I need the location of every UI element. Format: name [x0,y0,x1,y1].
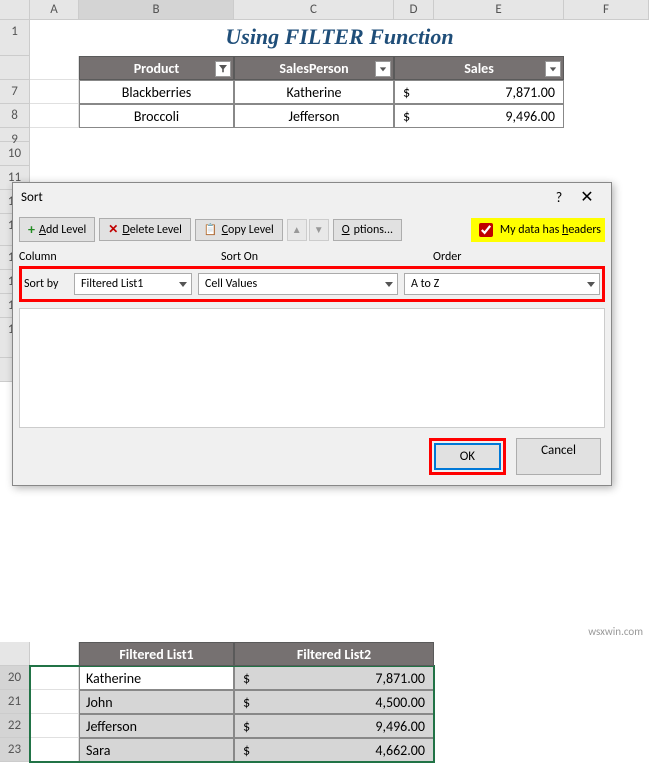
amount-value: 9,496.00 [375,715,425,737]
ok-highlight: OK [429,438,506,475]
table1-header-salesperson-label: SalesPerson [279,60,348,77]
row-header-23[interactable]: 23 [0,738,30,762]
table-cell[interactable]: $ 4,662.00 [234,738,434,762]
column-label: Column [19,250,217,264]
currency-symbol: $ [243,739,250,761]
plus-icon: + [28,221,35,238]
empty-cell [30,666,79,690]
corner-cell [0,0,30,19]
table-cell[interactable]: Jefferson [79,714,234,738]
delete-level-button[interactable]: ✕ Delete Level [99,218,191,241]
table-cell[interactable]: $ 4,500.00 [234,690,434,714]
move-down-button[interactable]: ▼ [309,219,329,241]
dropdown-icon[interactable] [375,61,391,77]
row-header-10[interactable]: 10 [0,142,30,166]
watermark: wsxwin.com [588,625,643,638]
x-icon: ✕ [108,222,118,237]
row-header-8[interactable]: 8 [0,104,30,128]
empty-cell [30,714,79,738]
row-header-blank[interactable] [0,56,30,80]
row-header-20[interactable]: 20 [0,666,30,690]
table-cell[interactable]: Broccoli [79,104,234,128]
headers-checkbox-label: My data has headers [500,223,601,237]
currency-symbol: $ [243,715,250,737]
empty-cell [30,80,79,104]
options-button[interactable]: Options... [333,219,402,241]
help-icon[interactable]: ? [547,189,571,206]
empty-cell [30,690,79,714]
currency-symbol: $ [243,667,250,689]
table-cell[interactable]: Sara [79,738,234,762]
dialog-title-text: Sort [21,190,547,205]
currency-symbol: $ [403,105,410,127]
copy-level-button[interactable]: 📋 Copy Level [195,219,283,241]
sortby-label: Sort by [24,277,68,291]
table-cell[interactable]: Jefferson [234,104,394,128]
table1-header-product-label: Product [134,60,180,77]
amount-value: 4,662.00 [375,739,425,761]
table-cell[interactable]: Katherine [79,666,234,690]
headers-checkbox[interactable] [479,223,493,237]
sorton-dropdown[interactable]: Cell Values [198,273,398,295]
sort-row-highlight: Sort by Filtered List1 Cell Values A to … [19,266,605,302]
sort-dialog: Sort ? ✕ + Add Level ✕ Delete Level 📋 Co… [12,182,612,486]
empty-cell [30,56,79,80]
table1-header-sales[interactable]: Sales [394,56,564,80]
amount-value: 9,496.00 [505,105,555,127]
cancel-button[interactable]: Cancel [516,438,601,475]
column-headers: A B C D E F [0,0,649,20]
row-header-22[interactable]: 22 [0,714,30,738]
order-dropdown[interactable]: A to Z [404,273,600,295]
row-headers-bottom: 20 21 22 23 [0,642,30,766]
currency-symbol: $ [243,691,250,713]
dialog-titlebar[interactable]: Sort ? ✕ [13,183,611,211]
table-cell[interactable]: $ 7,871.00 [394,80,564,104]
dialog-toolbar: + Add Level ✕ Delete Level 📋 Copy Level … [13,211,611,248]
amount-value: 4,500.00 [375,691,425,713]
table-cell[interactable]: $ 9,496.00 [234,714,434,738]
table2-header-1[interactable]: Filtered List1 [79,642,234,666]
amount-value: 7,871.00 [375,667,425,689]
col-header-d[interactable]: D [394,0,434,19]
row-header-9[interactable]: 9 [0,128,30,142]
copy-icon: 📋 [204,223,218,236]
col-header-e[interactable]: E [434,0,564,19]
page-title: Using FILTER Function [30,20,649,56]
table1-header-sales-label: Sales [464,60,494,77]
col-header-f[interactable]: F [564,0,649,19]
dialog-footer: OK Cancel [13,428,611,485]
move-up-button[interactable]: ▲ [287,219,307,241]
table1-header-product[interactable]: Product [79,56,234,80]
close-icon[interactable]: ✕ [571,187,603,207]
dropdown-icon[interactable] [545,61,561,77]
col-header-b[interactable]: B [79,0,234,19]
ok-button[interactable]: OK [434,443,501,470]
table-cell[interactable]: $ 9,496.00 [394,104,564,128]
currency-symbol: $ [403,81,410,103]
add-level-button[interactable]: + Add Level [19,217,95,242]
col-header-a[interactable]: A [30,0,79,19]
table2-header-2[interactable]: Filtered List2 [234,642,434,666]
dialog-body [19,308,605,428]
empty-cell [30,738,79,762]
sorton-label: Sort On [221,250,429,264]
filter-icon[interactable] [215,61,231,77]
amount-value: 7,871.00 [505,81,555,103]
row-header-blank3[interactable] [0,642,30,666]
row-header-7[interactable]: 7 [0,80,30,104]
table-cell[interactable]: $ 7,871.00 [234,666,434,690]
table-cell[interactable]: John [79,690,234,714]
table-cell[interactable]: Katherine [234,80,394,104]
headers-checkbox-container[interactable]: My data has headers [471,218,605,242]
order-label: Order [433,250,605,264]
row-header-21[interactable]: 21 [0,690,30,714]
empty-cell [30,642,79,666]
table1-header-salesperson[interactable]: SalesPerson [234,56,394,80]
sortby-dropdown[interactable]: Filtered List1 [74,273,192,295]
sort-columns-header: Column Sort On Order [13,248,611,266]
empty-cell [30,104,79,128]
col-header-c[interactable]: C [234,0,394,19]
row-header-1[interactable]: 1 [0,20,30,56]
table-cell[interactable]: Blackberries [79,80,234,104]
